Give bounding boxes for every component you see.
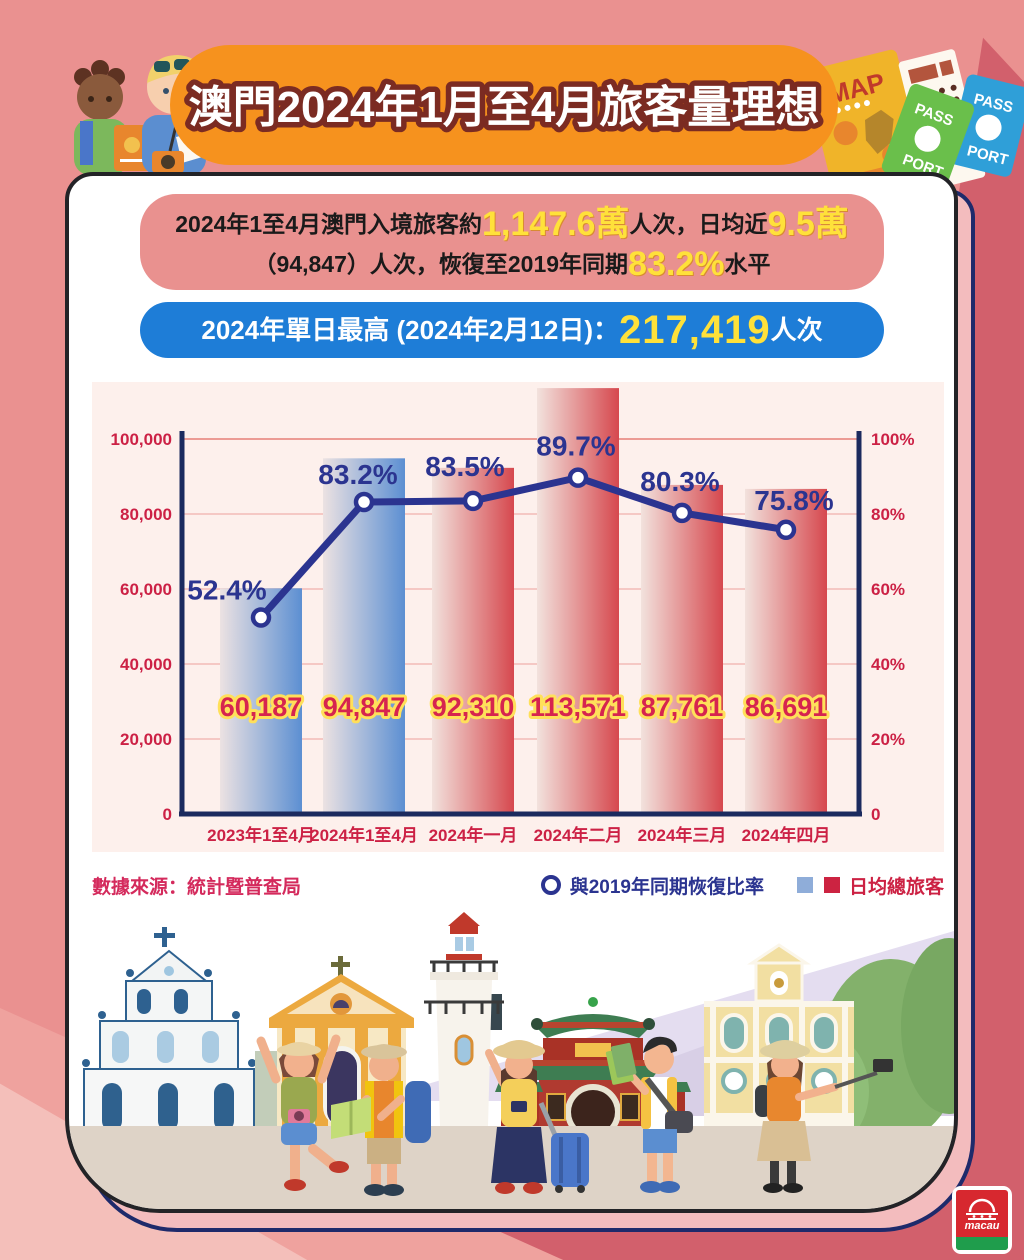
right-tick: 80% [871, 505, 905, 524]
summary-text-4: 水平 [724, 251, 771, 277]
passport-blue: PASS PORT [947, 74, 1024, 177]
bar-2024年1至4月 [323, 458, 405, 814]
x-label: 2024年三月 [638, 825, 727, 845]
bar-2024年四月 [745, 488, 827, 814]
bar-value-label: 60,187 [220, 692, 303, 722]
bar-value-label: 87,761 [641, 692, 724, 722]
bar-value-label: 86,691 [745, 692, 828, 722]
left-tick: 20,000 [120, 730, 172, 749]
tourist-selfie-woman [755, 1040, 893, 1193]
guia-lighthouse [424, 912, 504, 1126]
left-tick: 100,000 [111, 430, 172, 449]
summary-highlight-daily: 9.5萬 [767, 205, 849, 243]
logo-green-stripe [956, 1237, 1008, 1250]
x-label: 2024年四月 [742, 825, 831, 845]
line-legend-marker-icon [540, 875, 561, 895]
ruins-st-pauls [82, 927, 256, 1132]
tourist-jumping-woman [256, 1034, 349, 1191]
line-marker [567, 467, 589, 488]
macau-tourism-logo: macau [952, 1186, 1012, 1254]
x-label: 2024年一月 [429, 825, 518, 845]
bar-2024年二月 [537, 388, 619, 814]
page-title: 澳門2024年1月至4月旅客量理想 [189, 83, 820, 132]
bar-2024年三月 [641, 484, 723, 814]
colonial-building [704, 943, 854, 1126]
line-marker [775, 519, 797, 540]
line-percent-label: 83.5% [425, 451, 504, 482]
daily-record-banner: 2024年單日最高 (2024年2月12日)：217,419人次 [140, 302, 884, 358]
summary-text-2: 人次，日均近 [629, 211, 768, 237]
line-percent-label: 89.7% [536, 431, 615, 462]
summary-highlight-recovery: 83.2% [628, 245, 725, 283]
left-tick: 0 [163, 805, 172, 824]
left-tick: 80,000 [120, 505, 172, 524]
right-tick: 100% [871, 430, 914, 449]
bar-legend-blue-icon [796, 877, 813, 893]
macau-landmarks-illustration [69, 912, 954, 1209]
line-percent-label: 83.2% [318, 459, 397, 490]
x-label: 2024年二月 [534, 825, 623, 845]
x-label: 2023年1至4月 [207, 825, 315, 845]
line-marker [671, 502, 693, 524]
right-tick: 20% [871, 730, 905, 749]
left-tick: 40,000 [120, 655, 172, 674]
logo-facade-icon [966, 1198, 998, 1220]
summary-line-1: 2024年1至4月澳門入境旅客約1,147.6萬人次，日均近9.5萬 [140, 204, 884, 244]
data-source: 數據來源：統計暨普查局 [92, 876, 302, 898]
line-marker [353, 491, 375, 513]
line-percent-label: 52.4% [187, 575, 266, 606]
summary-line-2: （94,847）人次，恢復至2019年同期83.2%水平 [140, 244, 884, 284]
legend-row: 數據來源：統計暨普查局 與2019年同期恢復比率 日均總旅客 [92, 868, 944, 902]
recovery-line [257, 474, 790, 621]
x-label: 2024年1至4月 [310, 825, 418, 845]
title-banner: 澳門2024年1月至4月旅客量理想 [170, 45, 838, 165]
summary-highlight-total: 1,147.6萬 [482, 205, 630, 243]
content-card: 2024年1至4月澳門入境旅客約1,147.6萬人次，日均近9.5萬 （94,8… [65, 172, 958, 1213]
bar-value-label: 113,571 [530, 692, 626, 722]
bar-legend-label: 日均總旅客 [848, 876, 944, 898]
bar-value-label: 94,847 [323, 692, 406, 722]
right-tick: 40% [871, 655, 905, 674]
summary-block: 2024年1至4月澳門入境旅客約1,147.6萬人次，日均近9.5萬 （94,8… [140, 194, 884, 290]
record-value: 217,419 [619, 308, 771, 352]
bar-legend-red-icon [823, 877, 840, 893]
line-legend-label: 與2019年同期恢復比率 [569, 876, 764, 898]
line-percent-label: 80.3% [640, 466, 719, 497]
logo-text: macau [964, 1220, 1000, 1232]
tourist-backpacker-man [331, 1044, 431, 1196]
left-tick: 60,000 [120, 580, 172, 599]
line-marker [250, 607, 272, 628]
summary-text-3: （94,847）人次，恢復至2019年同期 [253, 251, 629, 277]
summary-text-1: 2024年1至4月澳門入境旅客約 [175, 211, 483, 237]
line-marker [462, 490, 484, 512]
bar-value-label: 92,310 [432, 692, 515, 722]
bar-2024年一月 [432, 467, 514, 814]
visitors-chart: 100,000 80,000 60,000 40,000 20,000 0 100% 80% 6… [111, 388, 914, 845]
chart-panel: 100,000 80,000 60,000 40,000 20,000 0 100% 80% 6… [92, 382, 944, 852]
right-tick: 60% [871, 580, 905, 599]
line-percent-label: 75.8% [754, 485, 833, 516]
record-unit: 人次 [770, 315, 823, 345]
record-label: 2024年單日最高 (2024年2月12日)： [201, 315, 619, 345]
chart-legend: 與2019年同期恢復比率 日均總旅客 [540, 872, 944, 899]
tourist-left [74, 60, 150, 175]
tourist-suitcase-woman [485, 1040, 589, 1194]
tourist-ticket-man [605, 1036, 693, 1193]
right-tick: 0 [871, 805, 880, 824]
